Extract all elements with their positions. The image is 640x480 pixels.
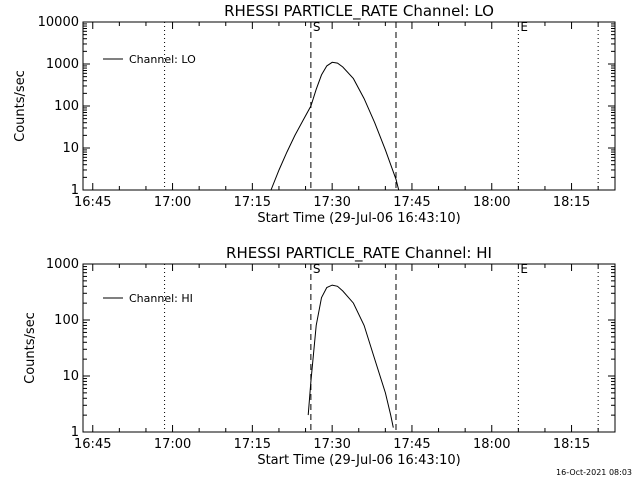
lo-y-tick-label: 10	[62, 141, 79, 156]
hi-y-tick-label: 1000	[46, 257, 79, 272]
lo-y-tick-label: 100	[54, 99, 79, 114]
lo-series-line	[270, 61, 400, 191]
hi-x-tick-label: 17:30	[313, 437, 350, 452]
lo-x-axis-label: Start Time (29-Jul-06 16:43:10)	[257, 211, 460, 226]
hi-plot-frame	[82, 263, 616, 433]
hi-y-tick-label: 10	[62, 369, 79, 384]
hi-x-tick-label: 16:45	[74, 437, 111, 452]
lo-x-tick-label: 17:00	[154, 195, 191, 210]
hi-x-tick-label: 18:00	[473, 437, 510, 452]
hi-y-tick-label: 100	[54, 313, 79, 328]
hi-y-axis-label: Counts/sec	[23, 312, 38, 384]
lo-channel-panel: RHESSI PARTICLE_RATE Channel: LO 16:45 17:…	[13, 2, 616, 226]
hi-chart-title: RHESSI PARTICLE_RATE Channel: HI	[226, 244, 492, 263]
lo-x-tick-label: 17:30	[313, 195, 350, 210]
lo-y-tick-label: 1	[71, 183, 79, 198]
hi-y-tick-label: 1	[71, 425, 79, 440]
hi-event-marker-label: E	[520, 262, 528, 276]
lo-y-axis-label: Counts/sec	[13, 70, 28, 142]
lo-event-marker-label: E	[520, 20, 528, 34]
hi-x-tick-label: 18:15	[553, 437, 590, 452]
lo-x-tick-label: 18:15	[553, 195, 590, 210]
lo-legend-label: Channel: LO	[129, 53, 196, 66]
hi-x-axis-label: Start Time (29-Jul-06 16:43:10)	[257, 453, 460, 468]
hi-x-tick-label: 17:45	[393, 437, 430, 452]
lo-event-marker-label: S	[313, 20, 321, 34]
hi-x-tick-label: 17:15	[234, 437, 271, 452]
hi-channel-panel: RHESSI PARTICLE_RATE Channel: HI 16:45 17:…	[23, 244, 616, 468]
lo-chart-title: RHESSI PARTICLE_RATE Channel: LO	[224, 2, 494, 21]
lo-y-tick-label: 1000	[46, 57, 79, 72]
hi-series-line	[307, 284, 394, 428]
lo-y-tick-label: 10000	[38, 15, 79, 30]
hi-x-tick-label: 17:00	[154, 437, 191, 452]
lo-x-tick-label: 18:00	[473, 195, 510, 210]
hi-event-marker-label: S	[313, 262, 321, 276]
lo-x-tick-label: 17:45	[393, 195, 430, 210]
timestamp-label: 16-Oct-2021 08:03	[556, 468, 632, 477]
lo-x-tick-label: 17:15	[234, 195, 271, 210]
hi-legend-label: Channel: HI	[129, 292, 193, 305]
lo-x-tick-label: 16:45	[74, 195, 111, 210]
lo-plot-frame	[82, 21, 616, 191]
